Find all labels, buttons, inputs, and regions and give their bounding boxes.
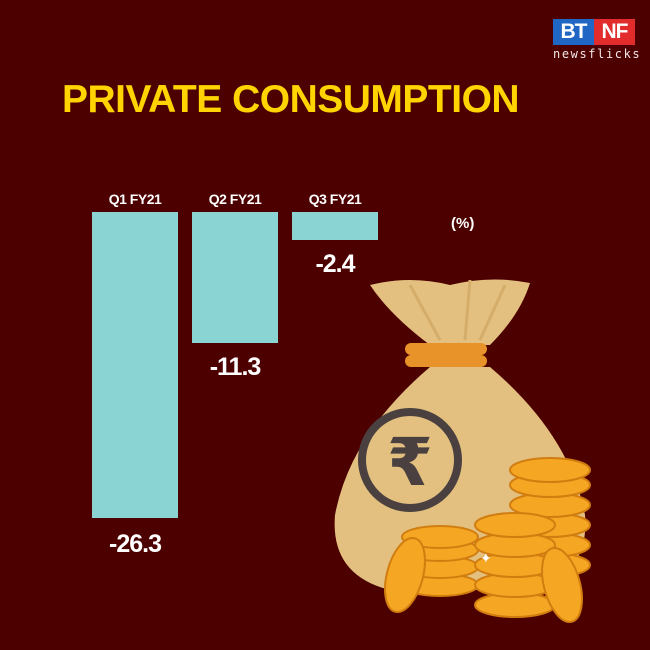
category-label-q1: Q1 FY21 xyxy=(108,191,162,207)
value-label-q2: -11.3 xyxy=(209,353,262,381)
bar-q1 xyxy=(92,212,178,518)
logo-tagline: newsflicks xyxy=(553,47,642,61)
svg-text:₹: ₹ xyxy=(387,424,433,501)
category-label-q2: Q2 FY21 xyxy=(208,191,262,207)
brand-logo: BT NF newsflicks xyxy=(553,19,642,61)
unit-label: (%) xyxy=(451,215,475,232)
logo-bt: BT xyxy=(553,19,594,45)
svg-text:✦: ✦ xyxy=(480,550,492,566)
value-label-q3: -2.4 xyxy=(315,250,355,278)
logo-nf: NF xyxy=(594,19,635,45)
chart-title: PRIVATE CONSUMPTION xyxy=(62,78,520,121)
money-bag-rupee-coins-icon: ₹ ✦ xyxy=(334,279,591,623)
bar-q2 xyxy=(192,212,278,343)
bar-q3 xyxy=(292,212,378,240)
value-label-q1: -26.3 xyxy=(109,530,162,558)
category-label-q3: Q3 FY21 xyxy=(308,191,362,207)
